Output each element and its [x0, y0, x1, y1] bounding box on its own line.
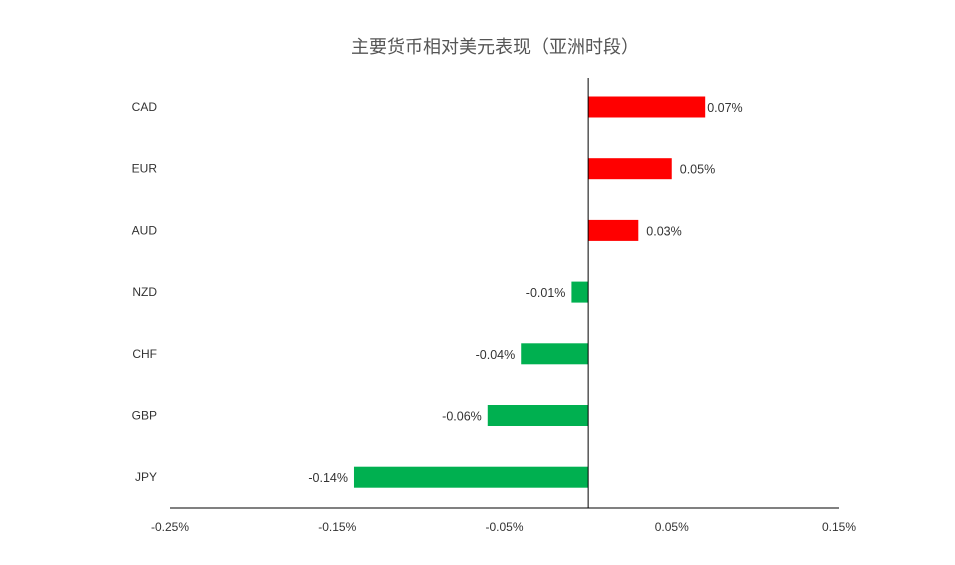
data-label: 0.03%	[646, 224, 681, 238]
data-label: -0.06%	[442, 410, 482, 424]
data-label: 0.05%	[680, 163, 715, 177]
bar	[588, 96, 706, 118]
x-tick-label: -0.15%	[318, 520, 356, 534]
chart-title: 主要货币相对美元表现（亚洲时段）	[351, 37, 639, 58]
category-label: JPY	[135, 470, 157, 484]
data-label: 0.07%	[707, 101, 742, 115]
bar	[487, 405, 589, 426]
x-tick-label: -0.25%	[151, 520, 189, 534]
x-tick-label: -0.05%	[485, 520, 523, 534]
bar	[571, 281, 589, 303]
bar	[588, 219, 639, 241]
bar	[588, 158, 672, 180]
category-label: GBP	[132, 409, 157, 423]
category-label: NZD	[132, 285, 157, 299]
bar	[353, 466, 589, 488]
category-label: CAD	[132, 100, 158, 114]
data-label: -0.01%	[526, 286, 566, 300]
data-label: -0.14%	[308, 471, 348, 485]
x-tick-label: 0.05%	[655, 520, 689, 534]
category-label: EUR	[132, 162, 158, 176]
category-label: AUD	[132, 223, 158, 237]
bar	[521, 343, 589, 365]
data-label: -0.04%	[476, 348, 516, 362]
category-label: CHF	[132, 347, 157, 361]
x-tick-label: 0.15%	[822, 520, 856, 534]
